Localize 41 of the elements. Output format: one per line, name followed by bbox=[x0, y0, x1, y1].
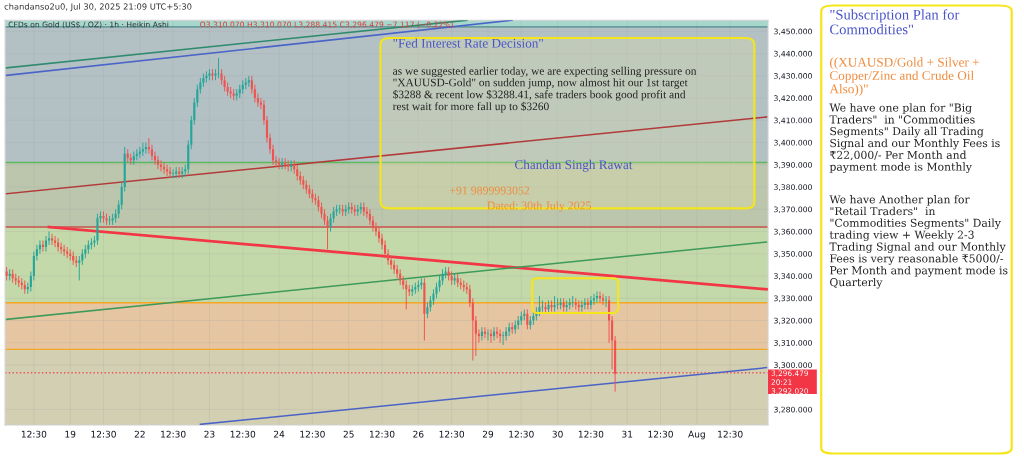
text: "Subscription Plan for Commodities" bbox=[830, 9, 960, 35]
annotation: as we suggested earlier today, we are expecting selling pressure on "XAUUSD-Gold" on sudden jump, now almost hit our 1st target $3288 & recent low $3288.41, safe traders book good profit and rest wait for more fall up to $3260 bbox=[392, 66, 697, 113]
text: We have one plan for "Big Traders" in "Commodities Segments" Daily all Trading Signal and our Monthly Fees is ₹22,000/- Per Month and payment mode is Monthly bbox=[829, 103, 1000, 173]
candlestick bbox=[156, 155, 160, 170]
x-tick-label: 12:30 bbox=[370, 430, 395, 438]
x-tick-label: 22 bbox=[134, 430, 145, 438]
x-tick-label: 12:30 bbox=[578, 430, 604, 438]
annotation: +91 9899993052 bbox=[449, 186, 530, 195]
x-tick-label: 12:30 bbox=[300, 430, 325, 438]
x-tick-label: 12:30 bbox=[439, 430, 465, 438]
x-tick-label: 31 bbox=[622, 430, 633, 438]
candlestick bbox=[54, 235, 57, 248]
x-tick-label: 12:30 bbox=[509, 430, 534, 438]
x-tick-label: 24 bbox=[274, 430, 285, 438]
candlestick bbox=[78, 255, 81, 281]
candlestick bbox=[44, 235, 48, 253]
candlestick bbox=[538, 295, 541, 317]
candlestick bbox=[502, 331, 505, 346]
candlestick bbox=[589, 295, 592, 310]
x-tick-label: Aug bbox=[688, 430, 705, 440]
text: ((XUAUSD/Gold + Silver + Copper/Zinc and Crude Oil Also))" bbox=[829, 57, 979, 97]
x-tick-label: 19 bbox=[65, 430, 76, 438]
candlestick bbox=[169, 166, 172, 179]
x-tick-label: 29 bbox=[482, 430, 494, 438]
x-tick-label: 26 bbox=[413, 430, 424, 438]
x-tick-label: 23 bbox=[204, 430, 215, 438]
x-tick-label: 12:30 bbox=[91, 430, 116, 438]
candlestick bbox=[486, 328, 490, 341]
x-tick-label: 12:30 bbox=[161, 430, 186, 438]
annotation: "Fed Interest Rate Decision" bbox=[393, 38, 543, 48]
text: We have Another plan for "Retail Traders" in "Commodities Segments" Daily trading view + Weekly 2-3 Trading Signal and our Monthly Fees is very reasonable ₹5000/- Per Month and payment mode is Quarterly bbox=[829, 195, 1008, 289]
x-tick-label: 12:30 bbox=[21, 430, 47, 438]
x-tick-label: 12:30 bbox=[718, 430, 743, 438]
x-tick-label: 12:30 bbox=[230, 430, 256, 438]
candlestick bbox=[556, 297, 559, 310]
x-tick-label: 12:30 bbox=[648, 430, 673, 438]
x-tick-label: 30 bbox=[552, 430, 563, 438]
text: chandanso2u0, Jul 30, 2025 21:09 UTC+5:30 bbox=[4, 3, 192, 12]
candlestick bbox=[96, 213, 99, 246]
x-tick-label: 25 bbox=[343, 430, 354, 438]
candlestick bbox=[253, 84, 256, 103]
